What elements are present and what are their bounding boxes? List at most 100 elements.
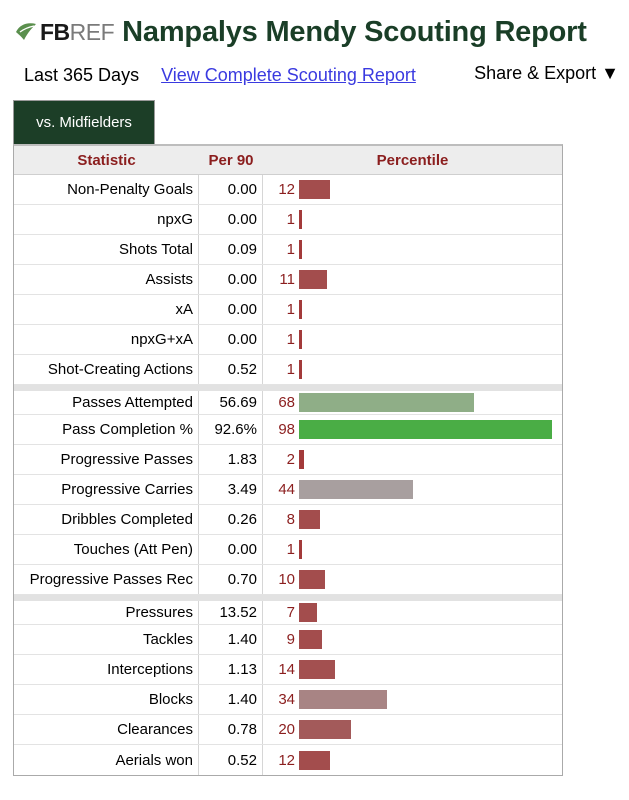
table-row: Pass Completion % 92.6% 98 (14, 415, 562, 445)
percentile-value: 68 (278, 394, 295, 411)
percentile-cell: 98 (263, 415, 562, 444)
percentile-value: 1 (286, 331, 295, 348)
table-row: Progressive Passes 1.83 2 (14, 445, 562, 475)
statistic-cell: Tackles (14, 625, 199, 654)
percentile-bar (299, 360, 302, 379)
percentile-bar (299, 630, 322, 649)
percentile-cell: 9 (263, 625, 562, 654)
table-row: Interceptions 1.13 14 (14, 655, 562, 685)
percentile-bar-track (299, 360, 557, 379)
percentile-bar (299, 660, 335, 679)
percentile-bar-track (299, 540, 557, 559)
percentile-bar (299, 180, 330, 199)
percentile-bar-track (299, 210, 557, 229)
percentile-bar-track (299, 690, 557, 709)
statistic-cell: Non-Penalty Goals (14, 175, 199, 204)
percentile-bar-track (299, 603, 557, 622)
header-per-90[interactable]: Per 90 (208, 151, 254, 169)
percentile-bar-track (299, 660, 557, 679)
percentile-bar (299, 750, 330, 770)
percentile-value: 20 (278, 721, 295, 738)
table-header: Statistic Per 90 Percentile (14, 146, 562, 175)
per-90-cell: 0.00 (199, 175, 263, 204)
per-90-cell: 1.83 (199, 445, 263, 474)
percentile-bar (299, 450, 304, 469)
percentile-bar-track (299, 330, 557, 349)
percentile-bar-track (299, 630, 557, 649)
statistic-cell: Pressures (14, 601, 199, 624)
complete-report-link[interactable]: View Complete Scouting Report (161, 64, 416, 85)
statistic-cell: Pass Completion % (14, 415, 199, 444)
percentile-cell: 1 (263, 295, 562, 324)
per-90-cell: 0.52 (199, 355, 263, 384)
percentile-value: 8 (286, 511, 295, 528)
share-export-menu[interactable]: Share & Export ▼ (474, 63, 619, 83)
table-row: Shot-Creating Actions 0.52 1 (14, 355, 562, 385)
percentile-bar-track (299, 240, 557, 259)
percentile-value: 1 (286, 361, 295, 378)
per-90-cell: 0.26 (199, 505, 263, 534)
table-row: Tackles 1.40 9 (14, 625, 562, 655)
statistic-cell: Shots Total (14, 235, 199, 264)
statistic-cell: npxG+xA (14, 325, 199, 354)
percentile-bar (299, 690, 387, 709)
percentile-value: 44 (278, 481, 295, 498)
percentile-value: 11 (279, 271, 295, 288)
statistic-cell: Aerials won (14, 745, 199, 775)
scouting-table: Statistic Per 90 Percentile Non-Penalty … (13, 144, 563, 776)
percentile-value: 1 (286, 541, 295, 558)
percentile-value: 7 (286, 604, 295, 621)
percentile-value: 10 (278, 571, 295, 588)
period-label: Last 365 Days (24, 64, 140, 85)
percentile-value: 14 (278, 661, 295, 678)
percentile-bar (299, 720, 351, 739)
header-statistic[interactable]: Statistic (77, 151, 136, 169)
percentile-value: 34 (278, 691, 295, 708)
percentile-bar (299, 270, 327, 289)
statistic-cell: Assists (14, 265, 199, 294)
per-90-cell: 0.00 (199, 325, 263, 354)
percentile-cell: 44 (263, 475, 562, 504)
percentile-cell: 1 (263, 235, 562, 264)
percentile-bar (299, 300, 302, 319)
per-90-cell: 0.52 (199, 745, 263, 775)
percentile-bar (299, 603, 317, 622)
percentile-cell: 68 (263, 391, 562, 414)
percentile-bar (299, 420, 552, 439)
per-90-cell: 92.6% (199, 415, 263, 444)
percentile-value: 1 (286, 301, 295, 318)
percentile-cell: 12 (263, 745, 562, 775)
table-row: Touches (Att Pen) 0.00 1 (14, 535, 562, 565)
percentile-bar-track (299, 720, 557, 739)
percentile-bar-track (299, 300, 557, 319)
page-title: Nampalys Mendy Scouting Report (122, 15, 587, 48)
header-percentile[interactable]: Percentile (376, 151, 449, 169)
table-row: Aerials won 0.52 12 (14, 745, 562, 775)
fbref-logo[interactable]: FBREF (14, 18, 115, 45)
percentile-bar (299, 393, 474, 412)
statistic-cell: Progressive Passes (14, 445, 199, 474)
percentile-cell: 12 (263, 175, 562, 204)
table-body: Non-Penalty Goals 0.00 12 npxG 0.00 1 Shots To… (14, 175, 562, 775)
percentile-cell: 7 (263, 601, 562, 624)
tab-vs-midfielders[interactable]: vs. Midfielders (13, 100, 155, 144)
table-row: Progressive Carries 3.49 44 (14, 475, 562, 505)
logo-fb-text: FB (40, 18, 70, 45)
percentile-bar (299, 570, 325, 589)
percentile-cell: 1 (263, 355, 562, 384)
percentile-bar (299, 330, 302, 349)
percentile-cell: 1 (263, 535, 562, 564)
table-row: Dribbles Completed 0.26 8 (14, 505, 562, 535)
logo-ref-text: REF (69, 18, 115, 45)
per-90-cell: 0.00 (199, 295, 263, 324)
percentile-value: 12 (278, 181, 295, 198)
percentile-value: 2 (286, 451, 295, 468)
per-90-cell: 1.13 (199, 655, 263, 684)
per-90-cell: 0.78 (199, 715, 263, 744)
statistic-cell: Touches (Att Pen) (14, 535, 199, 564)
percentile-value: 12 (278, 751, 295, 769)
fbref-leaf-icon (16, 23, 36, 40)
page-header: FBREF Nampalys Mendy Scouting Report (14, 14, 587, 50)
percentile-bar (299, 540, 302, 559)
percentile-cell: 20 (263, 715, 562, 744)
